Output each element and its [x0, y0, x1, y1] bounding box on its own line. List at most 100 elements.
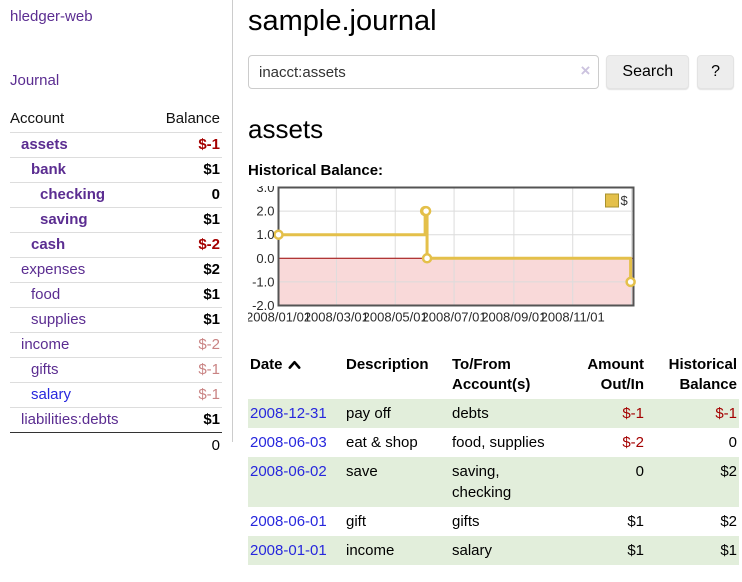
account-row: income $-2	[10, 332, 222, 357]
accounts-table-header: Account Balance	[10, 107, 222, 132]
description-cell: gift	[346, 512, 367, 530]
chart-title: Historical Balance:	[248, 162, 384, 179]
account-link-saving[interactable]: saving	[40, 211, 88, 228]
account-link-checking[interactable]: checking	[40, 186, 106, 203]
transaction-date-link[interactable]: 2008-06-02	[250, 462, 327, 480]
legend-label: $	[621, 193, 629, 208]
date-cell: 2008-06-02	[248, 457, 344, 507]
account-row: cash $-2	[10, 232, 222, 257]
account-link-supplies[interactable]: supplies	[31, 311, 87, 328]
date-column-header[interactable]: Date	[248, 353, 344, 399]
account-row: supplies $1	[10, 307, 222, 332]
search-input[interactable]	[248, 55, 600, 89]
account-link-expenses[interactable]: expenses	[21, 261, 86, 278]
account-balance: $-2	[198, 236, 220, 253]
total-balance: 0	[211, 437, 220, 454]
balance-column-header-main[interactable]: Historical Balance	[668, 356, 737, 393]
brand-link[interactable]: hledger-web	[10, 8, 93, 25]
accounts-column-header: Account	[10, 110, 65, 127]
search-input-wrap: ×	[248, 55, 600, 89]
account-row: liabilities:debts $1	[10, 407, 222, 432]
account-link-liabilities-debts[interactable]: liabilities:debts	[21, 411, 119, 428]
description-cell: income	[346, 541, 395, 559]
date-cell: 2008-12-31	[248, 399, 344, 428]
account-heading: assets	[248, 114, 324, 144]
sort-ascending-icon	[288, 360, 301, 369]
transaction-row: 2008-01-01 income salary $1 $1	[248, 535, 739, 565]
legend-swatch	[605, 193, 619, 208]
amount-cell: $1	[627, 512, 644, 530]
balance-cell: $2	[720, 462, 737, 480]
transaction-date-link[interactable]: 2008-01-01	[250, 541, 327, 559]
account-balance: 0	[211, 186, 220, 203]
accounts-table-body: assets $-1 bank $1 checking 0 saving $1 cash $-2 e…	[10, 132, 222, 432]
sidebar-item-journal[interactable]: Journal	[10, 72, 60, 89]
transaction-row: 2008-06-03 eat & shop food, supplies $-2 0	[248, 428, 739, 457]
account-balance: $1	[203, 161, 220, 178]
amount-cell: 0	[635, 462, 644, 480]
y-axis-tick-label: 2.0	[256, 204, 274, 219]
account-column-header[interactable]: To/From Account(s)	[452, 356, 531, 393]
x-axis-tick-label: 2008/09/01	[481, 310, 546, 325]
y-axis-tick-label: 3.0	[256, 186, 274, 195]
x-axis-tick-label: 2008/03/01	[304, 310, 369, 325]
account-link-income[interactable]: income	[21, 336, 70, 353]
amount-cell: $-1	[622, 404, 644, 422]
register-table: Date Description To/From Account(s) Amou…	[248, 353, 739, 565]
transaction-row: 2008-12-31 pay off debts $-1 $-1	[248, 398, 739, 428]
search-button[interactable]: Search	[606, 55, 690, 89]
date-cell: 2008-06-03	[248, 428, 344, 457]
account-row: gifts $-1	[10, 357, 222, 382]
account-balance: $-1	[198, 136, 220, 153]
x-axis-tick-label: 2008/01/01	[248, 310, 311, 325]
description-cell: save	[346, 462, 378, 480]
account-link-bank[interactable]: bank	[31, 161, 67, 178]
transaction-date-link[interactable]: 2008-06-03	[250, 433, 327, 451]
account-row: expenses $2	[10, 257, 222, 282]
description-cell: pay off	[346, 404, 391, 422]
balance-cell: 0	[728, 433, 737, 451]
x-axis-tick-label: 2008/05/01	[363, 310, 428, 325]
transaction-date-link[interactable]: 2008-12-31	[250, 404, 327, 422]
accounts-table: Account Balance assets $-1 bank $1 checking 0…	[10, 107, 222, 454]
account-row: saving $1	[10, 207, 222, 232]
account-link-food[interactable]: food	[31, 286, 61, 303]
account-link-salary[interactable]: salary	[31, 386, 72, 403]
account-row: food $1	[10, 282, 222, 307]
account-balance: $-1	[198, 386, 220, 403]
date-cell: 2008-01-01	[248, 536, 344, 565]
search-form: × Search ?	[248, 55, 734, 89]
accounts-total-row: 0	[10, 432, 222, 454]
account-link-cash[interactable]: cash	[31, 236, 66, 253]
account-link-assets[interactable]: assets	[21, 136, 68, 153]
accounts-cell: saving, checking	[452, 462, 512, 501]
data-point-marker[interactable]	[420, 205, 432, 217]
accounts-cell: gifts	[452, 512, 480, 530]
data-point-marker[interactable]	[273, 229, 284, 240]
account-balance: $1	[203, 211, 220, 228]
data-point-marker[interactable]	[421, 253, 433, 264]
transaction-date-link[interactable]: 2008-06-01	[250, 512, 327, 530]
account-balance: $-1	[198, 361, 220, 378]
accounts-cell: debts	[452, 404, 489, 422]
date-header-label: Date	[250, 356, 283, 373]
accounts-cell: salary	[452, 541, 493, 559]
account-row: bank $1	[10, 157, 222, 182]
amount-column-header[interactable]: Amount Out/In	[587, 356, 644, 393]
account-row: checking 0	[10, 182, 222, 207]
sidebar: hledger-web Journal Account Balance asse…	[0, 0, 233, 454]
balance-cell: $2	[720, 512, 737, 530]
y-axis-tick-label: 0.0	[256, 251, 274, 266]
account-row: salary $-1	[10, 382, 222, 407]
description-column-header[interactable]: Description	[346, 356, 429, 373]
account-balance: $1	[203, 286, 220, 303]
account-balance: $1	[203, 311, 220, 328]
balance-cell: $-1	[715, 404, 737, 422]
accounts-cell: food, supplies	[452, 433, 545, 451]
account-link-gifts[interactable]: gifts	[31, 361, 59, 378]
help-button[interactable]: ?	[697, 55, 734, 89]
clear-search-icon[interactable]: ×	[580, 61, 591, 80]
amount-cell: $1	[627, 541, 644, 559]
data-point-marker[interactable]	[625, 276, 636, 288]
